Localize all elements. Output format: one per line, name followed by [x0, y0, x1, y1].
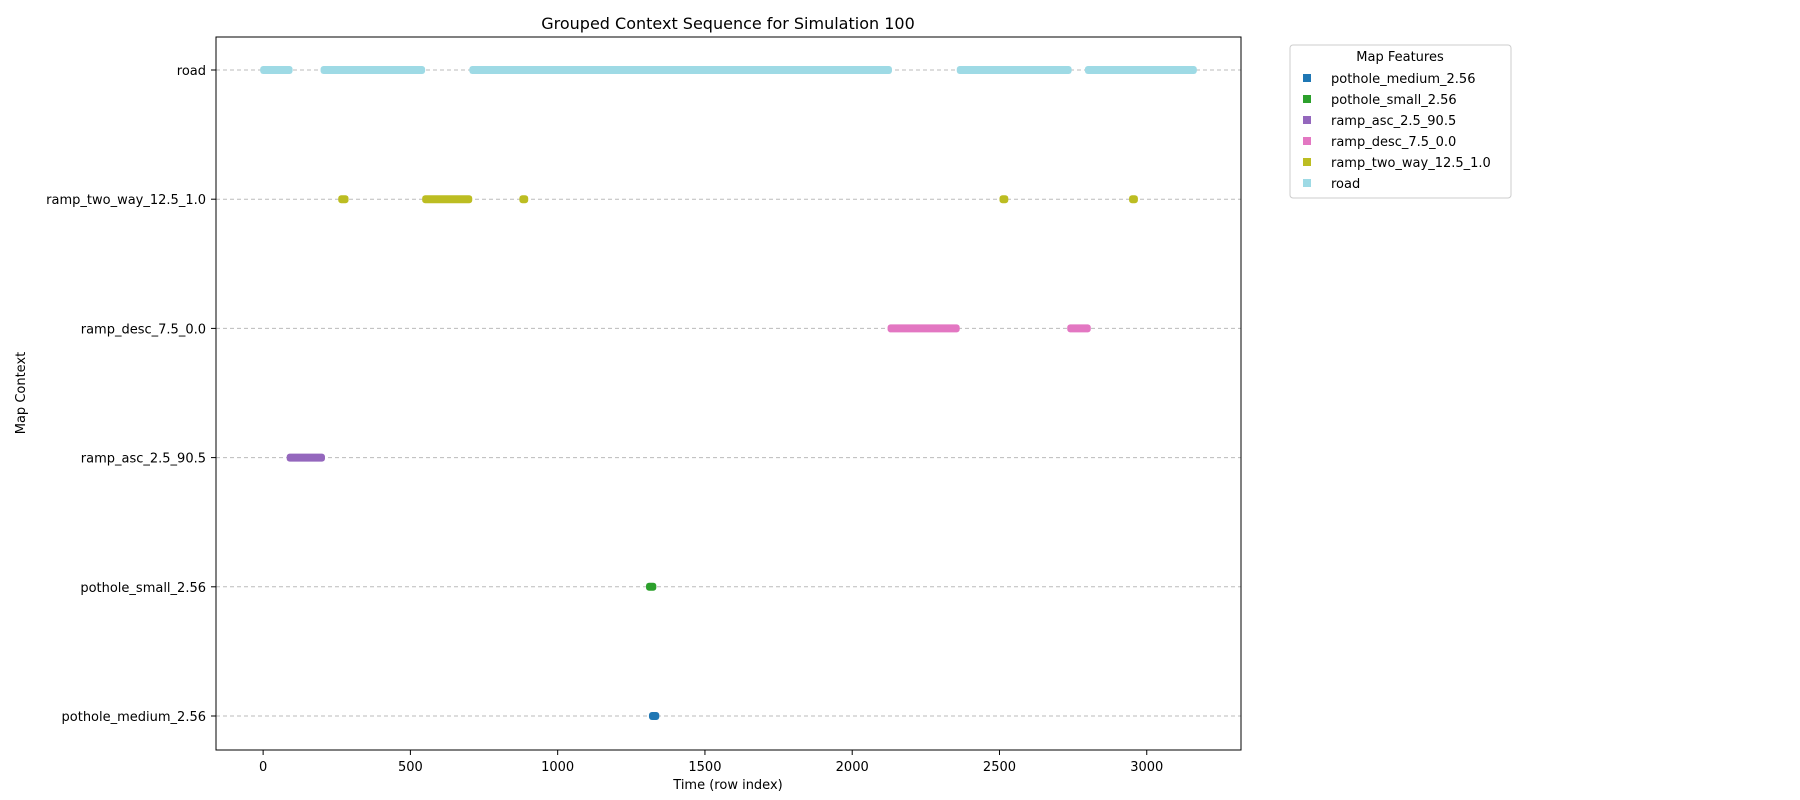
y-tick-label: ramp_desc_7.5_0.0	[81, 322, 206, 337]
legend-marker	[1303, 137, 1311, 145]
segment-ramp_two_way_12.5_1.0	[519, 195, 529, 204]
legend-marker	[1303, 158, 1311, 166]
segment-ramp_two_way_12.5_1.0	[422, 195, 473, 204]
x-tick-label: 2000	[836, 760, 869, 775]
legend-label: ramp_two_way_12.5_1.0	[1331, 156, 1491, 171]
x-tick-label: 0	[259, 760, 267, 775]
x-axis-ticks: 0 500 1000 1500 2000 2500 3000	[259, 750, 1163, 775]
x-tick-label: 3000	[1130, 760, 1163, 775]
segment-road	[1084, 66, 1197, 74]
legend-title: Map Features	[1356, 50, 1444, 65]
segment-ramp_asc_2.5_90.5	[286, 453, 325, 462]
plot-frame	[215, 36, 1242, 751]
segment-ramp_desc_7.5_0.0	[887, 324, 960, 333]
segment-pothole_medium_2.56	[648, 712, 660, 720]
x-tick-label: 1500	[688, 760, 721, 775]
y-axis-title: Map Context	[14, 352, 29, 435]
legend-marker	[1303, 116, 1311, 124]
y-tick-label: ramp_asc_2.5_90.5	[81, 452, 206, 467]
segment-ramp_two_way_12.5_1.0	[338, 195, 349, 204]
legend: Map Features pothole_medium_2.56 pothole_…	[1289, 44, 1512, 199]
y-tick-label: road	[177, 64, 206, 79]
chart-title: Grouped Context Sequence for Simulation …	[541, 14, 915, 33]
x-axis-title: Time (row index)	[672, 778, 782, 793]
segment-ramp_desc_7.5_0.0	[1067, 324, 1091, 333]
segment-road	[469, 66, 892, 74]
legend-marker	[1303, 74, 1311, 82]
x-tick-label: 500	[398, 760, 423, 775]
legend-marker	[1303, 95, 1311, 103]
data-series	[260, 66, 1197, 720]
grid-lines	[216, 69, 1241, 717]
y-tick-label: pothole_small_2.56	[80, 581, 206, 596]
segment-road	[956, 66, 1072, 74]
legend-label: ramp_asc_2.5_90.5	[1331, 114, 1456, 129]
y-axis-ticks: pothole_medium_2.56 pothole_small_2.56 ram…	[46, 64, 216, 725]
x-tick-label: 2500	[983, 760, 1016, 775]
y-tick-label: pothole_medium_2.56	[62, 710, 206, 725]
legend-label: pothole_medium_2.56	[1331, 72, 1475, 87]
legend-label: pothole_small_2.56	[1331, 93, 1457, 108]
legend-marker	[1303, 179, 1311, 187]
legend-frame	[1289, 44, 1512, 199]
segment-road	[320, 66, 426, 74]
segment-pothole_small_2.56	[646, 582, 657, 591]
y-tick-label: ramp_two_way_12.5_1.0	[46, 193, 206, 208]
segment-ramp_two_way_12.5_1.0	[999, 195, 1009, 204]
segment-road	[260, 66, 293, 74]
legend-label: ramp_desc_7.5_0.0	[1331, 135, 1456, 150]
segment-ramp_two_way_12.5_1.0	[1129, 195, 1138, 204]
legend-label: road	[1331, 177, 1360, 192]
x-tick-label: 1000	[541, 760, 574, 775]
